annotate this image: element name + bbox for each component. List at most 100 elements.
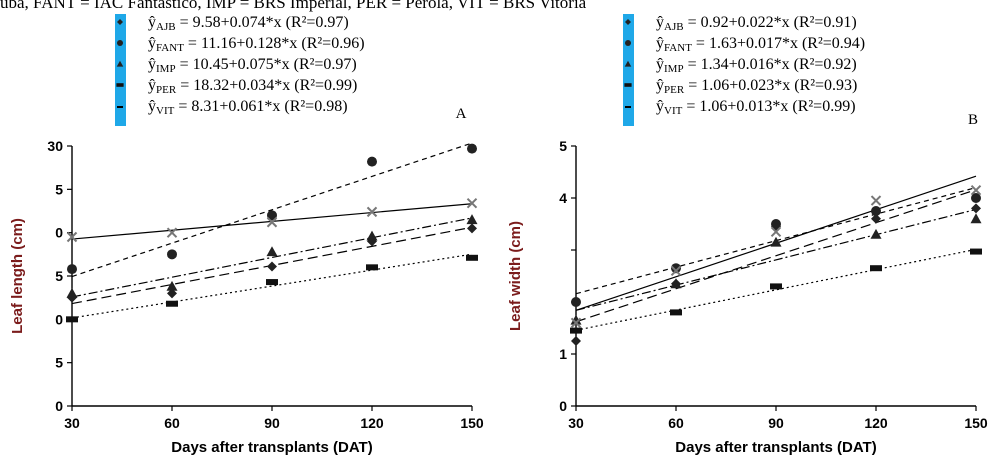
legend-equation-vit: ŷVIT = 8.31+0.061*x (R²=0.98) bbox=[148, 98, 348, 117]
y-tick-label: 0 bbox=[55, 311, 63, 327]
data-point-ajb bbox=[971, 203, 981, 214]
legend-color-bar-b bbox=[623, 14, 634, 126]
data-point-vit bbox=[970, 184, 982, 196]
x-tick-label: 150 bbox=[964, 415, 988, 431]
x-tick-label: 90 bbox=[264, 415, 280, 431]
data-point-imp bbox=[466, 214, 478, 225]
data-point-ajb bbox=[871, 213, 881, 224]
legend-marker-fant bbox=[625, 40, 631, 46]
trend-line-imp bbox=[71, 217, 473, 298]
data-point-ajb bbox=[267, 261, 277, 272]
legend-equation-ajb: ŷAJB = 0.92+0.022*x (R²=0.91) bbox=[656, 14, 857, 33]
panel-label: A bbox=[456, 106, 467, 122]
data-point-per bbox=[670, 309, 682, 316]
data-point-vit bbox=[770, 226, 782, 238]
legend-equation-fant: ŷFANT = 11.16+0.128*x (R²=0.96) bbox=[148, 35, 365, 54]
figure-caption: uba, FANT = IAC Fantástico, IMP = BRS Im… bbox=[0, 0, 587, 12]
data-point-fant bbox=[971, 193, 981, 203]
data-point-per bbox=[770, 283, 782, 290]
x-tick-label: 90 bbox=[768, 415, 784, 431]
data-point-imp bbox=[366, 230, 378, 241]
data-point-fant bbox=[467, 143, 477, 154]
data-point-vit bbox=[66, 231, 78, 243]
data-point-ajb bbox=[167, 288, 177, 299]
data-point-vit bbox=[670, 265, 682, 277]
legend-equation-vit: ŷVIT = 1.06+0.013*x (R²=0.99) bbox=[656, 98, 856, 117]
data-point-per bbox=[66, 316, 78, 323]
chart-panel-A: 0 5 0 5 0 5 30 30 60 90 120 150 Days after transplan… bbox=[9, 14, 484, 456]
x-tick-label: 60 bbox=[668, 415, 684, 431]
trend-line-fant bbox=[71, 142, 473, 278]
data-point-imp bbox=[870, 228, 882, 239]
x-tick-label: 30 bbox=[64, 415, 80, 431]
legend-color-bar-a bbox=[115, 14, 126, 126]
y-tick-label: 4 bbox=[559, 190, 567, 206]
legend-marker-ajb bbox=[625, 19, 631, 25]
x-axis-title: Days after transplants (DAT) bbox=[675, 439, 876, 456]
data-point-imp bbox=[970, 213, 982, 224]
data-point-per bbox=[570, 327, 582, 334]
data-point-imp bbox=[770, 236, 782, 247]
data-point-fant bbox=[871, 206, 881, 216]
y-axis-title: Leaf width (cm) bbox=[507, 221, 524, 331]
trend-line-per bbox=[575, 248, 977, 331]
legend-equation-ajb: ŷAJB = 9.58+0.074*x (R²=0.97) bbox=[148, 14, 349, 33]
x-tick-label: 120 bbox=[360, 415, 384, 431]
legend-equation-fant: ŷFANT = 1.63+0.017*x (R²=0.94) bbox=[656, 35, 865, 54]
y-tick-label: 0 bbox=[55, 398, 63, 414]
x-tick-label: 150 bbox=[460, 415, 484, 431]
legend-equation-per: ŷPER = 1.06+0.023*x (R²=0.93) bbox=[656, 77, 857, 96]
data-point-vit bbox=[870, 195, 882, 206]
x-tick-label: 60 bbox=[164, 415, 180, 431]
data-point-fant bbox=[67, 264, 77, 275]
trend-line-ajb bbox=[575, 189, 977, 323]
legend-equation-imp: ŷIMP = 1.34+0.016*x (R²=0.92) bbox=[656, 56, 857, 75]
y-tick-label: 1 bbox=[559, 346, 567, 362]
data-point-imp bbox=[670, 278, 682, 289]
data-point-fant bbox=[367, 156, 377, 167]
data-point-per bbox=[266, 279, 278, 286]
data-point-fant bbox=[267, 210, 277, 221]
y-tick-label: 0 bbox=[559, 398, 567, 414]
trend-line-imp bbox=[575, 208, 977, 311]
data-point-ajb bbox=[571, 336, 581, 346]
data-point-fant bbox=[771, 219, 781, 229]
data-point-imp bbox=[266, 246, 278, 257]
legend-marker-per bbox=[624, 83, 632, 87]
data-point-ajb bbox=[467, 223, 477, 234]
data-point-fant bbox=[167, 249, 177, 260]
y-tick-label: 0 bbox=[55, 225, 63, 241]
y-tick-label: 5 bbox=[559, 138, 567, 154]
legend-marker-ajb bbox=[117, 19, 123, 25]
panel-label: B bbox=[968, 112, 978, 128]
data-point-vit bbox=[166, 227, 178, 238]
legend-marker-imp bbox=[624, 60, 632, 67]
data-point-imp bbox=[570, 314, 582, 325]
y-tick-label: 5 bbox=[55, 268, 63, 284]
x-tick-label: 30 bbox=[568, 415, 584, 431]
data-point-vit bbox=[466, 197, 478, 209]
legend-equation-per: ŷPER = 18.32+0.034*x (R²=0.99) bbox=[148, 77, 357, 96]
trend-line-fant bbox=[575, 187, 977, 295]
y-tick-label: 5 bbox=[55, 355, 63, 371]
y-axis-title: Leaf length (cm) bbox=[9, 218, 26, 334]
data-point-fant bbox=[571, 297, 581, 307]
data-point-per bbox=[870, 265, 882, 272]
data-point-per bbox=[366, 264, 378, 271]
data-point-per bbox=[970, 248, 982, 255]
data-point-imp bbox=[166, 280, 178, 291]
data-point-vit bbox=[570, 317, 582, 329]
data-point-per bbox=[166, 300, 178, 307]
data-point-imp bbox=[66, 287, 78, 298]
legend-marker-fant bbox=[117, 40, 123, 46]
legend-marker-per bbox=[116, 83, 124, 87]
data-point-per bbox=[466, 254, 478, 261]
legend-marker-imp bbox=[116, 60, 124, 67]
x-axis-title: Days after transplants (DAT) bbox=[171, 439, 372, 456]
x-tick-label: 120 bbox=[864, 415, 888, 431]
y-tick-label: 5 bbox=[55, 181, 63, 197]
data-point-vit bbox=[266, 217, 278, 228]
legend-equation-imp: ŷIMP = 10.45+0.075*x (R²=0.97) bbox=[148, 56, 357, 75]
